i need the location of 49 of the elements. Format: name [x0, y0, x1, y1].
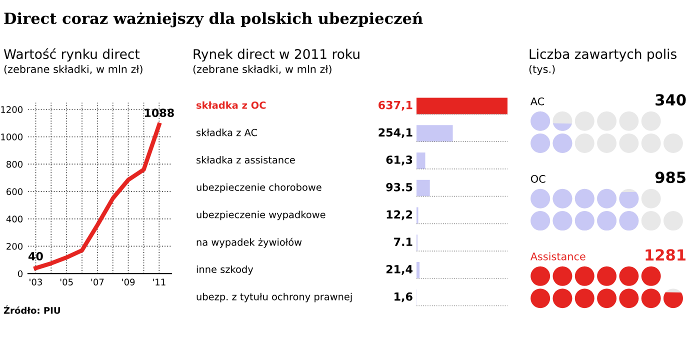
data-label: 637,1: [378, 100, 412, 111]
chart-title: Wartość rynku direct: [4, 48, 140, 62]
text: Źródło: PIU: [4, 305, 60, 314]
data-label: 254,1: [378, 128, 412, 138]
y-tick-label: składka z AC: [196, 128, 258, 136]
text: (zebrane składki, w mln zł): [193, 64, 332, 74]
y-tick-label: ubezp. z tytułu ochrony prawnej: [196, 292, 352, 302]
x-tick-label: '09: [122, 278, 135, 286]
y-tick-label: 400: [6, 216, 23, 222]
text: Direct coraz ważniejszy dla polskich ubezpieczeń: [4, 12, 423, 28]
y-tick-label: ubezpieczenie chorobowe: [196, 183, 322, 193]
y-tick-label: ubezpieczenie wypadkowe: [196, 210, 326, 220]
data-label: 1088: [144, 108, 174, 118]
x-tick-label: '05: [60, 278, 73, 286]
data-label: 93.5: [386, 182, 412, 192]
y-tick-label: 1000: [1, 134, 23, 140]
y-tick-label: składka z assistance: [196, 156, 295, 164]
text: Liczba zawartych polis: [530, 48, 676, 62]
y-tick-label: 1200: [1, 106, 23, 113]
y-tick-label: inne szkody: [196, 265, 254, 275]
data-label: 61,3: [386, 156, 412, 166]
data-label: 1,6: [394, 292, 412, 302]
y-tick-label: 200: [6, 242, 23, 250]
bar: [416, 152, 426, 169]
bar: [416, 180, 430, 196]
category-label: AC: [530, 97, 544, 106]
x-tick-label: '03: [30, 278, 42, 286]
data-label: 985: [655, 172, 686, 184]
x-tick-label: '11: [153, 278, 166, 286]
data-label: 40: [28, 252, 43, 260]
y-tick-label: 0: [18, 270, 23, 278]
data-label: 1281: [646, 249, 686, 261]
text: (tys.): [529, 64, 555, 76]
y-tick-label: 800: [6, 160, 23, 168]
category-label: Assistance: [530, 252, 586, 260]
data-label: 340: [656, 94, 686, 106]
bar: [416, 98, 508, 114]
y-tick-label: na wypadek żywiołów: [196, 238, 302, 248]
y-tick-label: składka z OC: [196, 101, 266, 109]
data-label: 21,4: [386, 265, 412, 275]
data-label: 12,2: [386, 210, 412, 220]
y-tick-label: 600: [6, 188, 23, 196]
bar: [416, 262, 420, 278]
x-tick-label: '07: [91, 278, 104, 286]
bar: [416, 125, 453, 142]
chart-subtitle: (zebrane składki, w mln zł): [4, 64, 142, 74]
data-label: 7.1: [394, 238, 412, 246]
text: Rynek direct w 2011 roku: [194, 48, 360, 62]
category-label: OC: [530, 174, 546, 183]
